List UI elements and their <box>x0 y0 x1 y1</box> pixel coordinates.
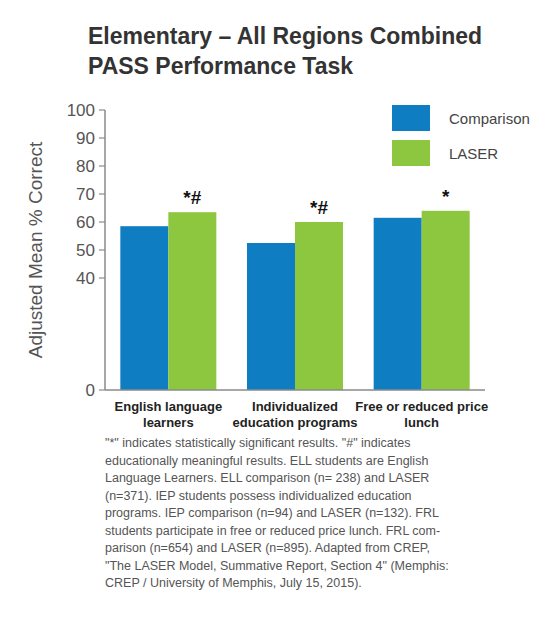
legend-swatch <box>392 140 430 166</box>
bar-annotation: *# <box>183 187 201 208</box>
label-line: learners <box>143 415 194 430</box>
y-axis <box>104 110 106 390</box>
bar <box>295 222 343 390</box>
y-tick-label: 100 <box>67 101 95 120</box>
chart: Elementary – All Regions Combined PASS Pe… <box>0 0 545 620</box>
bars <box>120 211 469 390</box>
x-tick-label: English languagelearners <box>115 399 223 430</box>
bar <box>168 212 216 390</box>
footnote: students participate in free or reduced … <box>105 524 440 538</box>
y-tick-label: 80 <box>76 157 95 176</box>
y-tick <box>99 389 105 390</box>
footnote: programs. IEP comparison (n=94) and LASE… <box>105 506 439 520</box>
y-tick-label: 90 <box>76 129 95 148</box>
title: Elementary – All Regions Combined <box>88 23 482 49</box>
y-tick-label: 60 <box>76 213 95 232</box>
footnote: Language Learners. ELL comparison (n= 23… <box>105 471 429 485</box>
y-tick-label: 40 <box>76 269 95 288</box>
footnote: "The LASER Model, Summative Report, Sect… <box>105 559 449 573</box>
footnote: (n=371). IEP students possess individual… <box>105 489 412 503</box>
bar <box>120 226 168 390</box>
bar <box>247 243 295 390</box>
x-tick-label: Individualizededucation programs <box>233 399 358 430</box>
footnote: CREP / University of Memphis, July 15, 2… <box>105 576 362 590</box>
x-axis <box>105 389 485 391</box>
bar <box>374 218 422 390</box>
label-line: Free or reduced price <box>355 399 488 414</box>
y-tick <box>99 165 105 166</box>
bar-annotation: * <box>442 186 450 207</box>
annotations: *# *# * <box>183 186 450 218</box>
footnote: educationally meaningful results. ELL st… <box>105 454 428 468</box>
y-tick <box>99 109 105 110</box>
footnote: parison (n=654) and LASER (n=895). Adapt… <box>105 541 430 555</box>
y-tick <box>99 249 105 250</box>
label-line: Individualized <box>252 399 338 414</box>
y-axis-label: Adjusted Mean % Correct <box>25 141 46 358</box>
y-tick <box>99 193 105 194</box>
label-line: lunch <box>404 415 439 430</box>
x-tick-label: Free or reduced pricelunch <box>355 399 488 430</box>
legend-label: LASER <box>449 145 498 162</box>
bar <box>422 211 470 390</box>
label-line: education programs <box>233 415 358 430</box>
footnote: "*" indicates statistically significant … <box>105 436 410 450</box>
y-tick <box>99 221 105 222</box>
bar-annotation: *# <box>310 197 328 218</box>
subtitle: PASS Performance Task <box>88 53 353 79</box>
y-tick <box>99 277 105 278</box>
legend-label: Comparison <box>449 110 530 127</box>
y-tick-label: 0 <box>86 381 95 400</box>
y-tick-label: 70 <box>76 185 95 204</box>
legend-swatch <box>392 105 430 131</box>
y-tick-label: 50 <box>76 241 95 260</box>
label-line: English language <box>115 399 223 414</box>
y-tick <box>99 137 105 138</box>
